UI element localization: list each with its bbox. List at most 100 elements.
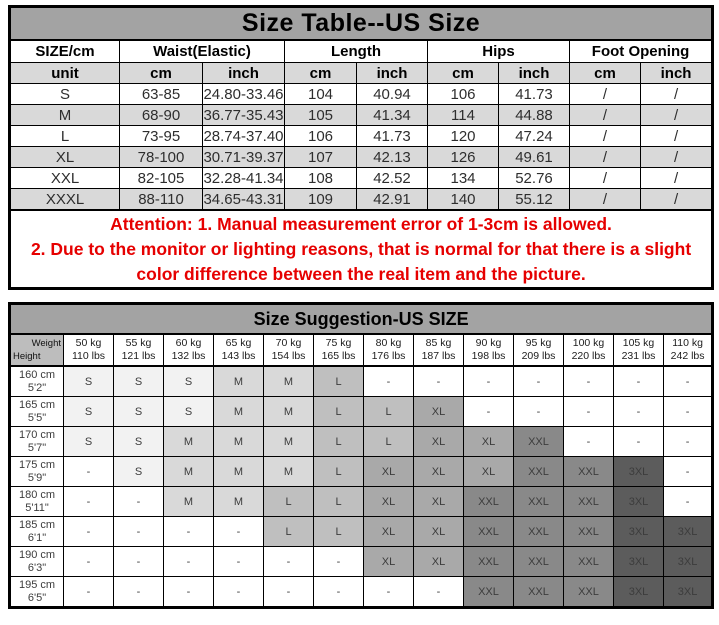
weight-header-cell: 55 kg 121 lbs [113, 333, 164, 367]
weight-header-cell: 105 kg 231 lbs [613, 333, 664, 367]
column-group-header: Waist(Elastic) [119, 39, 285, 63]
suggestion-cell: M [263, 426, 314, 457]
suggestion-cell: M [263, 396, 314, 427]
size-row: L 73-95 28.74-37.40 106 41.73 120 47.24// [9, 125, 714, 147]
measurement-cell: 109 [284, 188, 357, 211]
weight-kg-label: 65 kg [225, 337, 252, 349]
suggestion-table-title: Size Suggestion-US SIZE [8, 303, 714, 335]
weight-lbs-label: 132 lbs [171, 350, 206, 362]
height-ft-label: 5'5" [27, 411, 47, 424]
suggestion-cell: 3XL [613, 546, 664, 577]
suggestion-cell: XL [363, 486, 414, 517]
weight-kg-label: 110 kg [672, 337, 703, 349]
weight-header-cell: 95 kg 209 lbs [513, 333, 564, 367]
measurement-cell: 36.77-35.43 [202, 104, 285, 126]
weight-kg-label: 75 kg [325, 337, 352, 349]
measurement-cell: 30.71-39.37 [202, 146, 285, 168]
measurement-cell: / [569, 104, 641, 126]
measurement-cell: / [639, 188, 714, 211]
measurement-cell: 34.65-43.31 [202, 188, 285, 211]
suggestion-cell: XXL [563, 576, 614, 608]
weight-kg-label: 100 kg [572, 337, 605, 349]
suggestion-cell: M [163, 486, 214, 517]
weight-kg-label: 90 kg [475, 337, 502, 349]
suggestion-cell-empty: - [263, 576, 314, 608]
size-table-title-row: Size Table--US Size [8, 6, 714, 41]
suggestion-cell: M [213, 396, 264, 427]
weight-kg-label: 80 kg [375, 337, 402, 349]
attention-line: Attention: 1. Manual measurement error o… [110, 213, 612, 234]
unit-cell: unit [9, 62, 120, 84]
measurement-cell: 107 [284, 146, 357, 168]
measurement-cell: 73-95 [119, 125, 203, 147]
suggestion-cell: XXL [563, 546, 614, 577]
suggestion-cell: L [313, 486, 364, 517]
measurement-cell: 44.88 [498, 104, 570, 126]
measurement-cell: / [569, 167, 641, 189]
measurement-cell: 47.24 [498, 125, 570, 147]
measurement-cell: 41.34 [356, 104, 428, 126]
weight-lbs-label: 143 lbs [221, 350, 256, 362]
height-label-cell: 195 cm 6'5" [9, 576, 64, 608]
suggestion-cell-empty: - [413, 576, 464, 608]
suggestion-row: 185 cm 6'1" - - - - L L XL XL XXL XXL XXL 3XL 3XL [9, 516, 714, 547]
size-table-group-header-row: SIZE/cm Waist(Elastic) Length Hips Foot Open… [9, 39, 714, 63]
suggestion-cell-empty: - [263, 546, 314, 577]
unit-cell: inch [356, 62, 428, 84]
weight-lbs-label: 220 lbs [571, 350, 606, 362]
size-row: XL 78-100 30.71-39.37 107 42.13 126 49.61// [9, 146, 714, 168]
suggestion-cell: S [163, 365, 214, 397]
size-name-cell: S [9, 83, 120, 105]
suggestion-cell-empty: - [463, 365, 514, 397]
measurement-cell: 40.94 [356, 83, 428, 105]
suggestion-cell: XXL [463, 486, 514, 517]
suggestion-cell-empty: - [662, 456, 714, 487]
attention-text: Attention: 1. Manual measurement error o… [11, 212, 711, 287]
measurement-cell: 78-100 [119, 146, 203, 168]
weight-header-cell: 110 kg 242 lbs [662, 333, 714, 367]
measurement-cell: 68-90 [119, 104, 203, 126]
suggestion-cell: L [263, 516, 314, 547]
suggestion-cell: M [263, 365, 314, 397]
measurement-cell: 52.76 [498, 167, 570, 189]
suggestion-cell: M [263, 456, 314, 487]
weight-lbs-label: 198 lbs [471, 350, 506, 362]
height-ft-label: 5'9" [27, 471, 47, 484]
suggestion-cell: S [113, 456, 164, 487]
weight-header-cell: 90 kg 198 lbs [463, 333, 514, 367]
measurement-cell: / [639, 167, 714, 189]
weight-lbs-label: 110 lbs [71, 350, 106, 362]
height-cm-label: 185 cm [18, 518, 56, 531]
suggestion-cell-empty: - [113, 576, 164, 608]
measurement-cell: 105 [284, 104, 357, 126]
weight-lbs-label: 165 lbs [321, 350, 356, 362]
height-label-cell: 190 cm 6'3" [9, 546, 64, 577]
suggestion-cell: L [263, 486, 314, 517]
suggestion-cell-empty: - [662, 426, 714, 457]
weight-kg-label: 85 kg [425, 337, 452, 349]
suggestion-cell: XXL [513, 426, 564, 457]
attention-row: Attention: 1. Manual measurement error o… [8, 209, 714, 289]
height-cm-label: 175 cm [18, 458, 56, 471]
weight-header-cell: 80 kg 176 lbs [363, 333, 414, 367]
measurement-cell: / [569, 188, 641, 211]
suggestion-row: 195 cm 6'5" - - - - - - - - XXL XXL XXL 3XL 3XL [9, 576, 714, 608]
suggestion-cell-empty: - [662, 486, 714, 517]
height-ft-label: 6'3" [27, 561, 47, 574]
suggestion-cell-empty: - [513, 365, 564, 397]
corner-height-label: Height [13, 351, 41, 362]
suggestion-cell: XXL [463, 516, 514, 547]
measurement-cell: 24.80-33.46 [202, 83, 285, 105]
height-cm-label: 180 cm [18, 488, 56, 501]
suggestion-cell-empty: - [213, 576, 264, 608]
measurement-cell: 120 [427, 125, 499, 147]
weight-header-cell: 85 kg 187 lbs [413, 333, 464, 367]
height-cm-label: 195 cm [18, 578, 56, 591]
suggestion-cell: XL [463, 426, 514, 457]
weight-lbs-label: 209 lbs [521, 350, 556, 362]
suggestion-cell: L [313, 516, 364, 547]
size-table: Size Table--US Size SIZE/cm Waist(Elastic… [8, 5, 715, 290]
height-label-cell: 175 cm 5'9" [9, 456, 64, 487]
suggestion-cell: 3XL [662, 576, 714, 608]
measurement-cell: 88-110 [119, 188, 203, 211]
